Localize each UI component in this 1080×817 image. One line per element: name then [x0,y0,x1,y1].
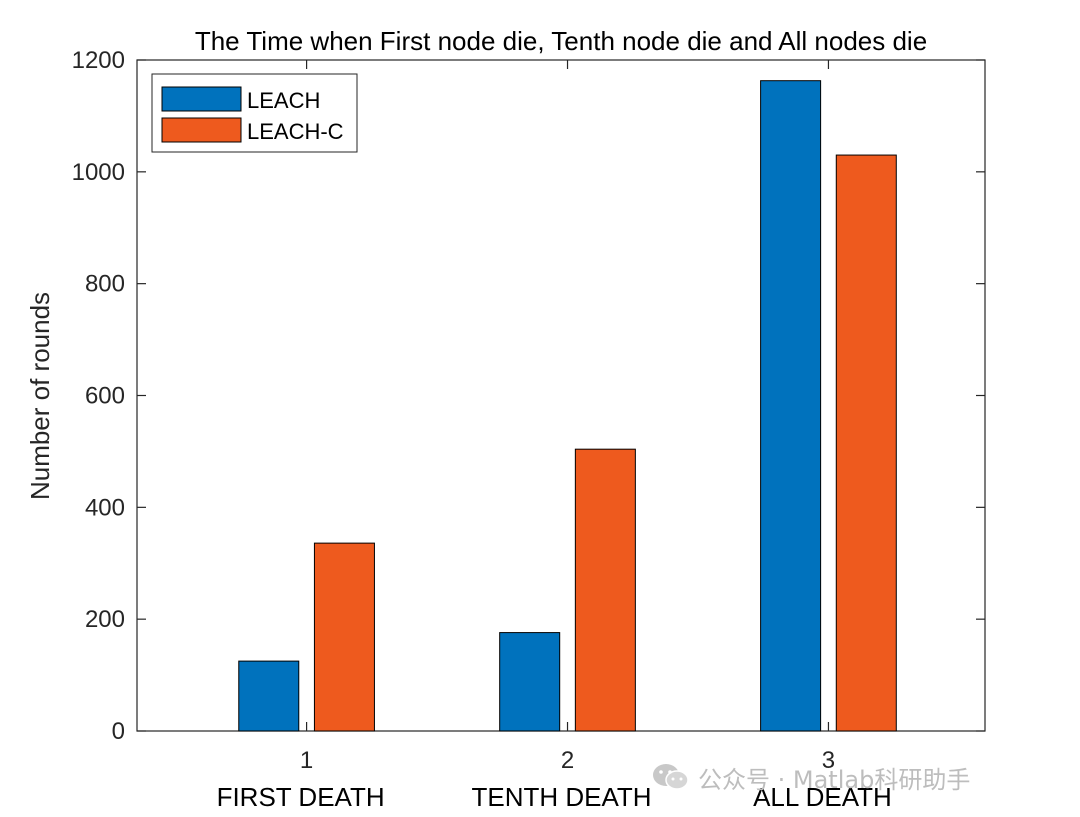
legend: LEACH LEACH-C [151,73,358,153]
bars-group [238,80,897,732]
x-axis: 1 FIRST DEATH 2 TENTH DEATH 3 ALL DEATH [217,60,892,812]
legend-label-leach-c: LEACH-C [247,119,344,144]
chart-title: The Time when First node die, Tenth node… [195,26,927,56]
bar-leach-2 [499,632,561,732]
y-axis-label: Number of rounds [25,292,55,500]
bar-leach-c-3 [835,154,897,732]
y-tick-label: 200 [85,606,125,633]
category-label: FIRST DEATH [217,782,385,812]
watermark: 公众号 · Matlab科研助手 [652,757,970,797]
y-tick-label: 800 [85,271,125,298]
y-axis: 0 200 400 600 800 1000 1200 [72,47,985,745]
bar-leach-3 [760,80,822,732]
category-label: TENTH DEATH [471,782,651,812]
y-tick-label: 0 [112,718,125,745]
bar-leach-c-2 [574,448,636,732]
legend-label-leach: LEACH [247,88,320,113]
bar-leach-c-1 [313,542,375,732]
y-tick-label: 400 [85,494,125,521]
x-tick-label: 1 [300,747,313,774]
y-tick-label: 600 [85,383,125,410]
watermark-text: 公众号 · Matlab科研助手 [698,765,971,794]
wechat-icon [652,762,690,792]
category-label: ALL DEATH [753,782,892,812]
x-tick-label: 3 [822,747,835,774]
y-tick-label: 1000 [72,159,125,186]
y-tick-label: 1200 [72,47,125,74]
x-tick-label: 2 [561,747,574,774]
legend-swatch-leach-c [161,117,242,143]
bar-leach-1 [238,660,300,732]
legend-swatch-leach [161,86,242,112]
